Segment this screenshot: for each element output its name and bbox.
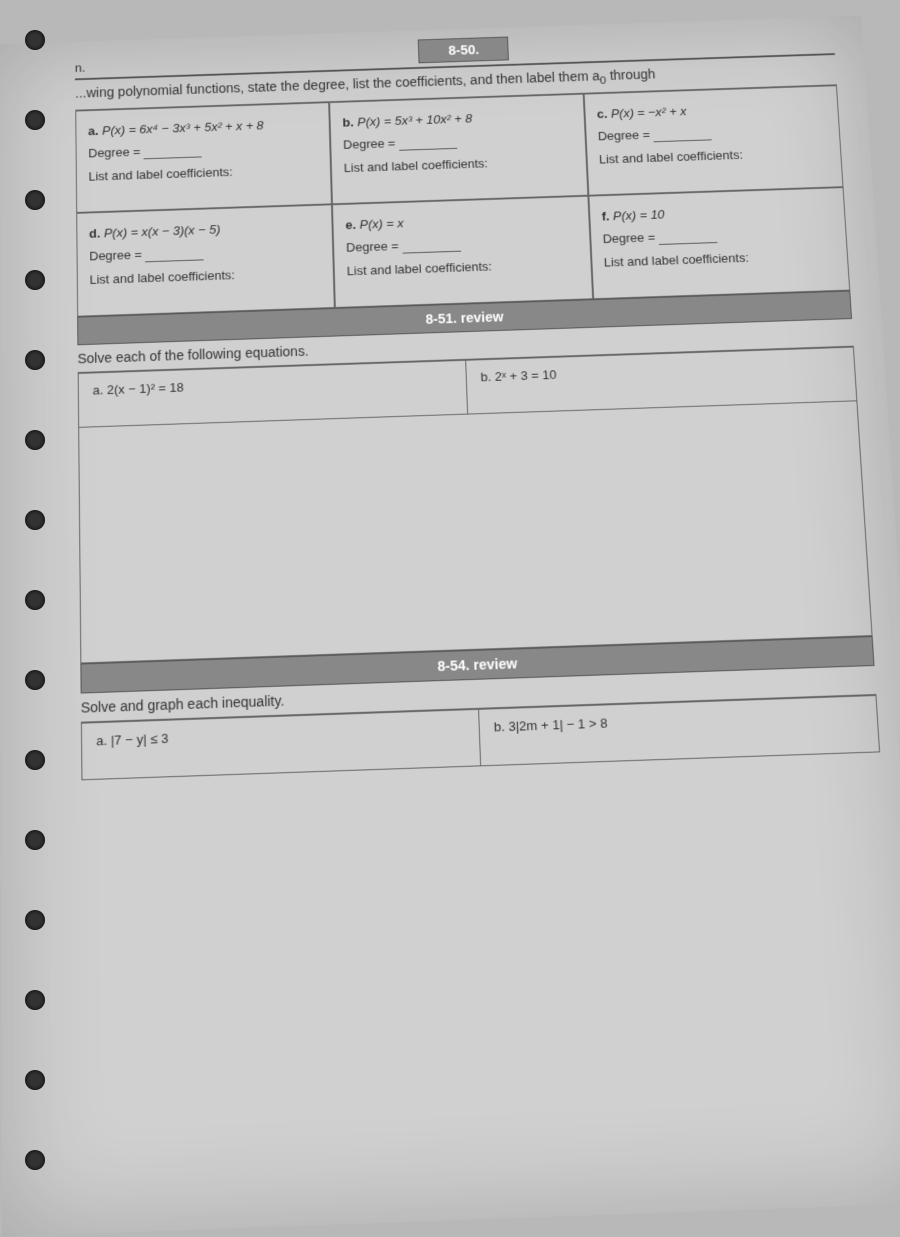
problem-c-degree-blank[interactable] — [653, 127, 712, 142]
solve-851-b-formula: 2ˣ + 3 = 10 — [494, 367, 556, 383]
solve-854-b-formula: 3|2m + 1| − 1 > 8 — [508, 715, 608, 734]
problem-a-coef-label: List and label coefficients: — [88, 165, 232, 184]
problem-f-label: f. — [601, 209, 609, 223]
problem-a-label: a. — [88, 124, 99, 138]
solve-851-b-label: b. — [480, 369, 491, 384]
problem-e-degree-label: Degree = — [346, 239, 399, 255]
solve-851-workspace[interactable] — [78, 401, 872, 663]
worksheet-page: n. 8-50. ...wing polynomial functions, s… — [0, 16, 900, 1237]
problem-c-formula: P(x) = −x² + x — [610, 104, 686, 120]
problem-c: c. P(x) = −x² + x Degree = List and labe… — [583, 85, 843, 195]
instruction-text-suffix: through — [606, 66, 656, 82]
problem-a-degree-blank[interactable] — [144, 144, 202, 159]
problem-a: a. P(x) = 6x⁴ − 3x³ + 5x² + x + 8 Degree… — [75, 102, 332, 213]
problem-e-label: e. — [345, 217, 356, 231]
problem-d-degree-label: Degree = — [89, 248, 142, 264]
problem-f: f. P(x) = 10 Degree = List and label coe… — [588, 187, 850, 299]
problem-f-degree-label: Degree = — [602, 230, 655, 246]
problem-f-formula: P(x) = 10 — [613, 207, 665, 223]
problem-d-formula: P(x) = x(x − 3)(x − 5) — [104, 222, 221, 240]
section-850-label: 8-50. — [418, 37, 509, 64]
problem-c-degree-label: Degree = — [598, 128, 651, 144]
problem-e-coef-label: List and label coefficients: — [347, 259, 493, 278]
problem-d-coef-label: List and label coefficients: — [89, 268, 235, 287]
solve-854-b: b. 3|2m + 1| − 1 > 8 — [479, 696, 879, 765]
problem-b-label: b. — [342, 115, 354, 129]
problem-f-degree-blank[interactable] — [658, 230, 717, 245]
problem-e: e. P(x) = x Degree = List and label coef… — [332, 196, 593, 308]
problem-d: d. P(x) = x(x − 3)(x − 5) Degree = List … — [76, 204, 335, 316]
problem-b-degree-label: Degree = — [343, 136, 396, 152]
problem-c-coef-label: List and label coefficients: — [599, 148, 744, 167]
problem-b-formula: P(x) = 5x³ + 10x² + 8 — [357, 111, 472, 129]
solve-854-a-label: a. — [96, 733, 107, 749]
problem-a-degree-label: Degree = — [88, 145, 140, 161]
problem-e-formula: P(x) = x — [359, 216, 403, 232]
problem-f-coef-label: List and label coefficients: — [604, 251, 750, 270]
solve-851-a-formula: 2(x − 1)² = 18 — [107, 380, 184, 397]
problem-d-label: d. — [89, 226, 100, 240]
solve-854-a-formula: |7 − y| ≤ 3 — [111, 731, 169, 748]
problem-a-formula: P(x) = 6x⁴ − 3x³ + 5x² + x + 8 — [102, 118, 264, 137]
solve-851-a-label: a. — [93, 382, 104, 397]
problem-b: b. P(x) = 5x³ + 10x² + 8 Degree = List a… — [329, 94, 588, 205]
problem-b-degree-blank[interactable] — [399, 136, 457, 151]
solve-854-a: a. |7 − y| ≤ 3 — [82, 710, 481, 779]
problem-e-degree-blank[interactable] — [402, 239, 461, 254]
problem-d-degree-blank[interactable] — [145, 247, 204, 262]
solve-854-b-label: b. — [494, 719, 506, 734]
spiral-binding — [25, 0, 55, 1200]
problem-c-label: c. — [596, 107, 607, 121]
problem-b-coef-label: List and label coefficients: — [344, 156, 489, 175]
instruction-cutoff: n. — [75, 60, 93, 74]
